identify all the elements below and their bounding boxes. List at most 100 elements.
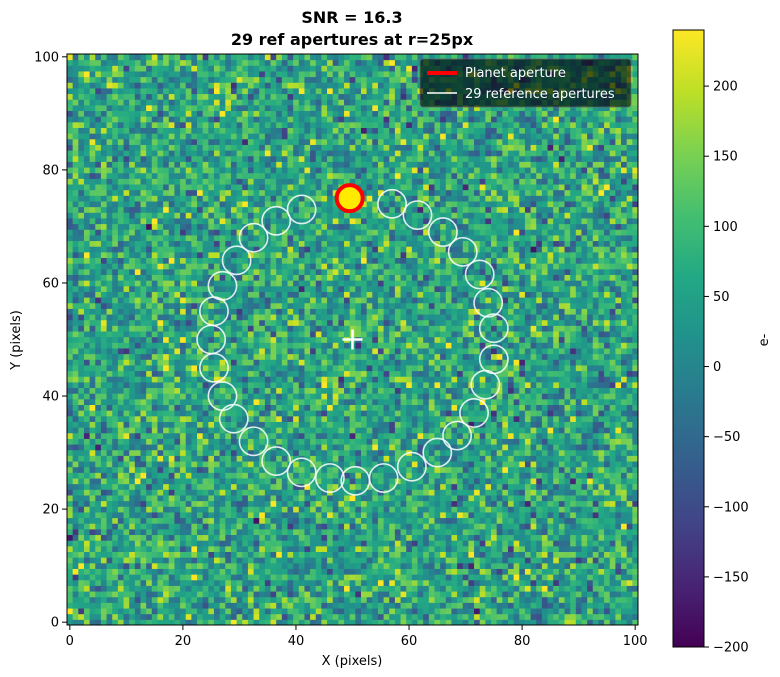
- heatmap-cell: [157, 619, 164, 625]
- heatmap-cell: [417, 381, 424, 389]
- heatmap-cell: [558, 415, 565, 422]
- heatmap-cell: [462, 523, 469, 530]
- heatmap-cell: [327, 511, 334, 519]
- heatmap-cell: [575, 494, 582, 502]
- heatmap-cell: [462, 585, 469, 592]
- heatmap-cell: [106, 364, 113, 372]
- heatmap-cell: [180, 364, 187, 372]
- heatmap-cell: [507, 472, 515, 479]
- heatmap-cell: [67, 376, 74, 383]
- heatmap-cell: [355, 562, 362, 569]
- heatmap-cell: [112, 613, 119, 620]
- heatmap-cell: [191, 432, 198, 439]
- heatmap-cell: [558, 466, 565, 473]
- heatmap-cell: [372, 483, 379, 490]
- heatmap-cell: [575, 562, 582, 569]
- heatmap-cell: [174, 438, 181, 445]
- heatmap-cell: [67, 478, 74, 485]
- heatmap-cell: [372, 370, 379, 377]
- heatmap-cell: [581, 528, 588, 536]
- heatmap-cell: [304, 455, 311, 462]
- heatmap-cell: [632, 528, 638, 536]
- heatmap-cell: [321, 410, 328, 417]
- heatmap-cell: [95, 528, 102, 536]
- heatmap-cell: [587, 591, 594, 598]
- heatmap-cell: [270, 574, 277, 581]
- heatmap-cell: [281, 511, 288, 519]
- heatmap-cell: [491, 619, 498, 625]
- heatmap-cell: [146, 602, 153, 609]
- heatmap-cell: [615, 398, 622, 406]
- heatmap-cell: [524, 511, 532, 519]
- heatmap-cell: [270, 511, 277, 519]
- heatmap-cell: [451, 596, 458, 603]
- heatmap-cell: [293, 585, 300, 592]
- heatmap-cell: [434, 540, 441, 547]
- heatmap-cell: [604, 461, 611, 468]
- heatmap-cell: [592, 398, 599, 406]
- heatmap-cell: [83, 421, 91, 428]
- heatmap-cell: [626, 393, 633, 400]
- heatmap-cell: [247, 364, 255, 372]
- heatmap-cell: [541, 619, 549, 625]
- heatmap-cell: [151, 613, 158, 620]
- heatmap-cell: [428, 523, 435, 530]
- heatmap-cell: [626, 591, 633, 598]
- heatmap-cell: [197, 455, 204, 462]
- heatmap-cell: [185, 449, 192, 456]
- heatmap-cell: [547, 619, 554, 625]
- heatmap-cell: [434, 347, 441, 355]
- heatmap-cell: [502, 579, 509, 586]
- heatmap-cell: [293, 545, 300, 552]
- heatmap-cell: [423, 568, 430, 575]
- heatmap-cell: [496, 404, 503, 411]
- heatmap-cell: [327, 347, 334, 355]
- heatmap-cell: [417, 591, 424, 598]
- heatmap-cell: [541, 602, 549, 609]
- heatmap-cell: [592, 455, 599, 462]
- heatmap-cell: [400, 393, 407, 400]
- heatmap-cell: [366, 494, 373, 502]
- heatmap-cell: [519, 494, 526, 502]
- heatmap-cell: [564, 540, 571, 547]
- heatmap-cell: [321, 596, 328, 603]
- heatmap-cell: [293, 579, 300, 586]
- heatmap-cell: [400, 534, 407, 541]
- heatmap-cell: [304, 444, 311, 451]
- heatmap-cell: [72, 364, 79, 372]
- heatmap-cell: [411, 568, 419, 575]
- heatmap-cell: [332, 489, 339, 496]
- heatmap-cell: [587, 613, 594, 620]
- heatmap-cell: [507, 432, 515, 439]
- heatmap-cell: [604, 359, 611, 366]
- heatmap-cell: [377, 353, 385, 360]
- heatmap-cell: [621, 540, 628, 547]
- heatmap-cell: [67, 528, 74, 536]
- heatmap-cell: [434, 551, 441, 558]
- heatmap-cell: [304, 359, 311, 366]
- heatmap-cell: [406, 511, 413, 519]
- heatmap-cell: [411, 432, 419, 439]
- heatmap-cell: [587, 528, 594, 536]
- heatmap-cell: [264, 393, 272, 400]
- heatmap-cell: [191, 585, 198, 592]
- heatmap-cell: [230, 472, 238, 479]
- heatmap-cell: [423, 421, 430, 428]
- heatmap-cell: [100, 398, 108, 406]
- heatmap-cell: [541, 562, 549, 569]
- heatmap-cell: [287, 483, 294, 490]
- heatmap-cell: [146, 608, 153, 615]
- heatmap-cell: [530, 432, 537, 439]
- heatmap-cell: [270, 489, 277, 496]
- heatmap-cell: [315, 540, 322, 547]
- heatmap-cell: [366, 438, 373, 445]
- heatmap-cell: [129, 534, 136, 541]
- heatmap-cell: [592, 545, 599, 552]
- heatmap-cell: [168, 585, 175, 592]
- heatmap-cell: [253, 551, 260, 558]
- heatmap-cell: [372, 353, 379, 360]
- heatmap-cell: [163, 444, 170, 451]
- heatmap-cell: [67, 432, 74, 439]
- heatmap-cell: [332, 540, 339, 547]
- heatmap-cell: [377, 585, 385, 592]
